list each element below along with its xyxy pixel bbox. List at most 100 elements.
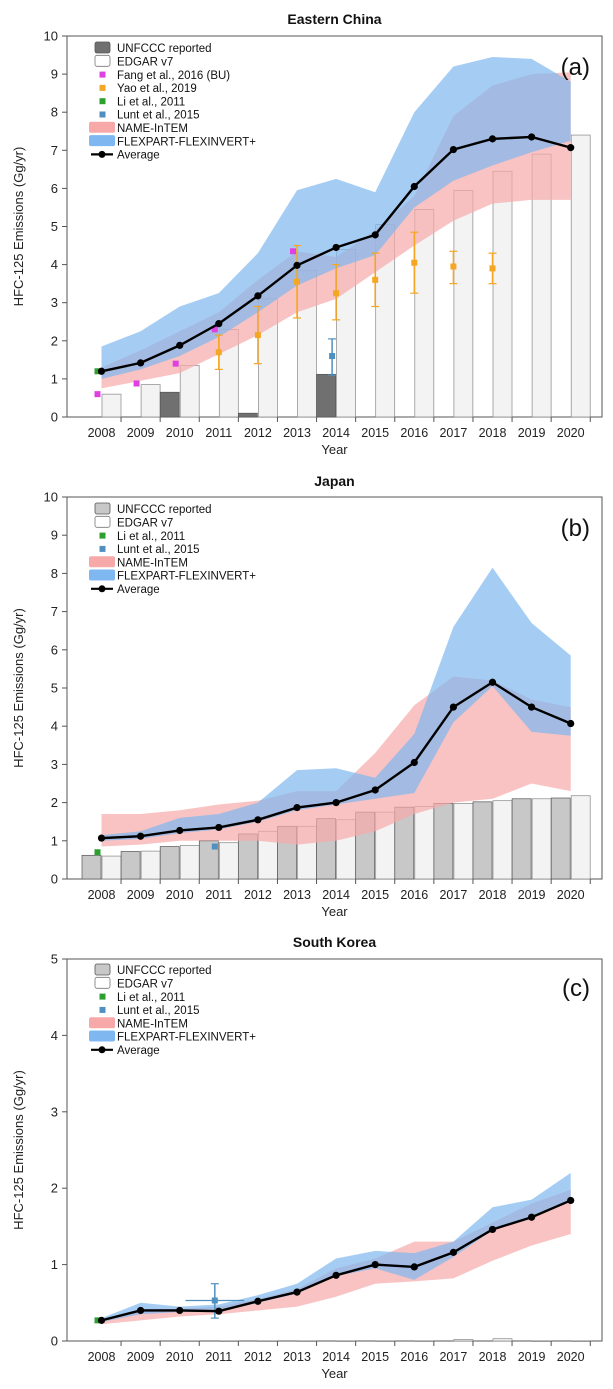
xtick-label: 2009 — [127, 426, 155, 440]
point-lunt-et-al-2015 — [329, 353, 336, 360]
legend-label-unfccc-reported: UNFCCC reported — [117, 965, 212, 977]
legend-label-edgar-v7: EDGAR v7 — [117, 518, 173, 530]
legend-label-flexpart-flexinvert: FLEXPART-FLEXINVERT+ — [117, 136, 256, 148]
legend-swatch-name-intem — [89, 1017, 115, 1029]
legend-label-edgar-v7: EDGAR v7 — [117, 979, 173, 991]
legend-label-edgar-v7: EDGAR v7 — [117, 57, 173, 69]
legend-label-lunt-et-al-2015: Lunt et al., 2015 — [117, 110, 199, 122]
xtick-label: 2011 — [205, 426, 232, 440]
average-point-2020 — [567, 719, 575, 728]
xtick-label: 2010 — [166, 888, 194, 902]
bar-unfccc-2019 — [511, 798, 532, 880]
ytick-label: 5 — [51, 681, 58, 696]
average-point-2010 — [176, 341, 184, 349]
legend-marker-average — [98, 150, 106, 158]
average-point-2020 — [567, 1196, 575, 1205]
average-point-2010 — [176, 1306, 184, 1315]
legend-label-li-et-al-2011: Li et al., 2011 — [117, 992, 185, 1004]
xtick-label: 2012 — [244, 1350, 272, 1364]
average-point-2014 — [332, 243, 340, 252]
legend-swatch-yao-et-al-2019 — [99, 84, 106, 91]
legend-swatch-name-intem — [89, 556, 115, 568]
xtick-label: 2015 — [361, 1350, 389, 1364]
xtick-label: 2019 — [518, 888, 546, 902]
bar-edgar-2015 — [375, 1340, 396, 1342]
legend-label-li-et-al-2011: Li et al., 2011 — [117, 531, 185, 543]
xtick-label: 2016 — [400, 888, 428, 902]
point-yao-et-al-2019 — [333, 290, 340, 297]
xtick-label: 2008 — [88, 426, 116, 440]
average-point-2016 — [410, 182, 418, 191]
ytick-label: 4 — [51, 1028, 58, 1043]
y-axis-label: HFC-125 Emissions (Gg/yr) — [11, 147, 26, 307]
ytick-label: 2 — [51, 333, 58, 348]
bar-edgar-2019 — [531, 798, 552, 880]
bar-edgar-2017 — [453, 1339, 474, 1342]
panel-title: South Korea — [293, 934, 376, 950]
ytick-label: 3 — [51, 757, 58, 772]
band-flexpart — [101, 1172, 571, 1322]
point-yao-et-al-2019 — [372, 276, 379, 283]
legend-swatch-unfccc-reported — [94, 502, 111, 515]
xtick-label: 2009 — [127, 888, 155, 902]
bar-edgar-2010 — [179, 1340, 200, 1342]
legend-swatch-lunt-et-al-2015 — [99, 111, 106, 118]
xtick-label: 2016 — [400, 1350, 428, 1364]
bar-edgar-2009 — [140, 1340, 161, 1342]
point-lunt-et-al-2015 — [211, 843, 218, 850]
average-point-2008 — [97, 367, 106, 375]
y-axis-label: HFC-125 Emissions (Gg/yr) — [11, 608, 26, 768]
average-point-2016 — [410, 758, 418, 767]
legend-label-average: Average — [117, 584, 160, 596]
x-axis-label: Year — [321, 1366, 348, 1381]
average-point-2015 — [371, 786, 379, 794]
ytick-label: 7 — [51, 604, 58, 619]
legend-label-unfccc-reported: UNFCCC reported — [117, 43, 212, 55]
xtick-label: 2010 — [166, 1350, 194, 1364]
average-point-2018 — [488, 1225, 497, 1234]
point-li-et-al-2011 — [94, 849, 101, 856]
average-point-2013 — [293, 803, 301, 812]
xtick-label: 2011 — [205, 888, 232, 902]
legend-swatch-name-intem — [89, 121, 115, 133]
ytick-label: 10 — [44, 29, 58, 44]
xtick-label: 2017 — [439, 1350, 467, 1364]
legend-swatch-unfccc-reported — [94, 41, 111, 54]
bar-edgar-2018 — [492, 170, 513, 418]
bar-edgar-2017 — [453, 803, 474, 880]
xtick-label: 2017 — [439, 426, 467, 440]
xtick-label: 2013 — [283, 888, 311, 902]
ytick-label: 5 — [51, 952, 58, 967]
panel-a: 0 1 2 3 4 5 6 7 8 9 10 2008 2009 2010 2011 2012 2013 2014… — [11, 11, 603, 457]
bar-edgar-2008 — [101, 1340, 122, 1342]
average-point-2012 — [254, 1297, 262, 1305]
average-point-2010 — [176, 826, 184, 835]
bar-unfccc-2010 — [159, 846, 180, 880]
point-fang-et-al-2016-bu — [133, 380, 140, 387]
average-point-2008 — [97, 1316, 106, 1324]
point-yao-et-al-2019 — [294, 278, 300, 285]
point-yao-et-al-2019 — [215, 349, 222, 356]
panel-c: 0 1 2 3 4 5 2008 2009 2010 2011 2012 2013 2014 2015 20… — [11, 934, 603, 1381]
average-point-2017 — [449, 703, 457, 711]
ytick-label: 2 — [51, 1181, 58, 1196]
legend-label-average: Average — [117, 1045, 160, 1057]
x-axis-label: Year — [321, 904, 348, 919]
legend-label-yao-et-al-2019: Yao et al., 2019 — [117, 83, 197, 95]
xtick-label: 2010 — [166, 426, 194, 440]
bar-unfccc-2017 — [433, 803, 454, 880]
average-point-2017 — [449, 1248, 457, 1256]
ytick-label: 7 — [51, 143, 58, 158]
xtick-label: 2018 — [479, 1350, 507, 1364]
average-point-2012 — [254, 292, 262, 300]
point-yao-et-al-2019 — [254, 332, 261, 339]
ytick-label: 6 — [51, 181, 58, 196]
xtick-label: 2014 — [322, 426, 350, 440]
xtick-label: 2011 — [205, 1350, 232, 1364]
xtick-label: 2012 — [244, 426, 272, 440]
ytick-label: 1 — [51, 1257, 58, 1272]
legend-label-flexpart-flexinvert: FLEXPART-FLEXINVERT+ — [117, 571, 256, 583]
legend-label-average: Average — [117, 150, 160, 162]
